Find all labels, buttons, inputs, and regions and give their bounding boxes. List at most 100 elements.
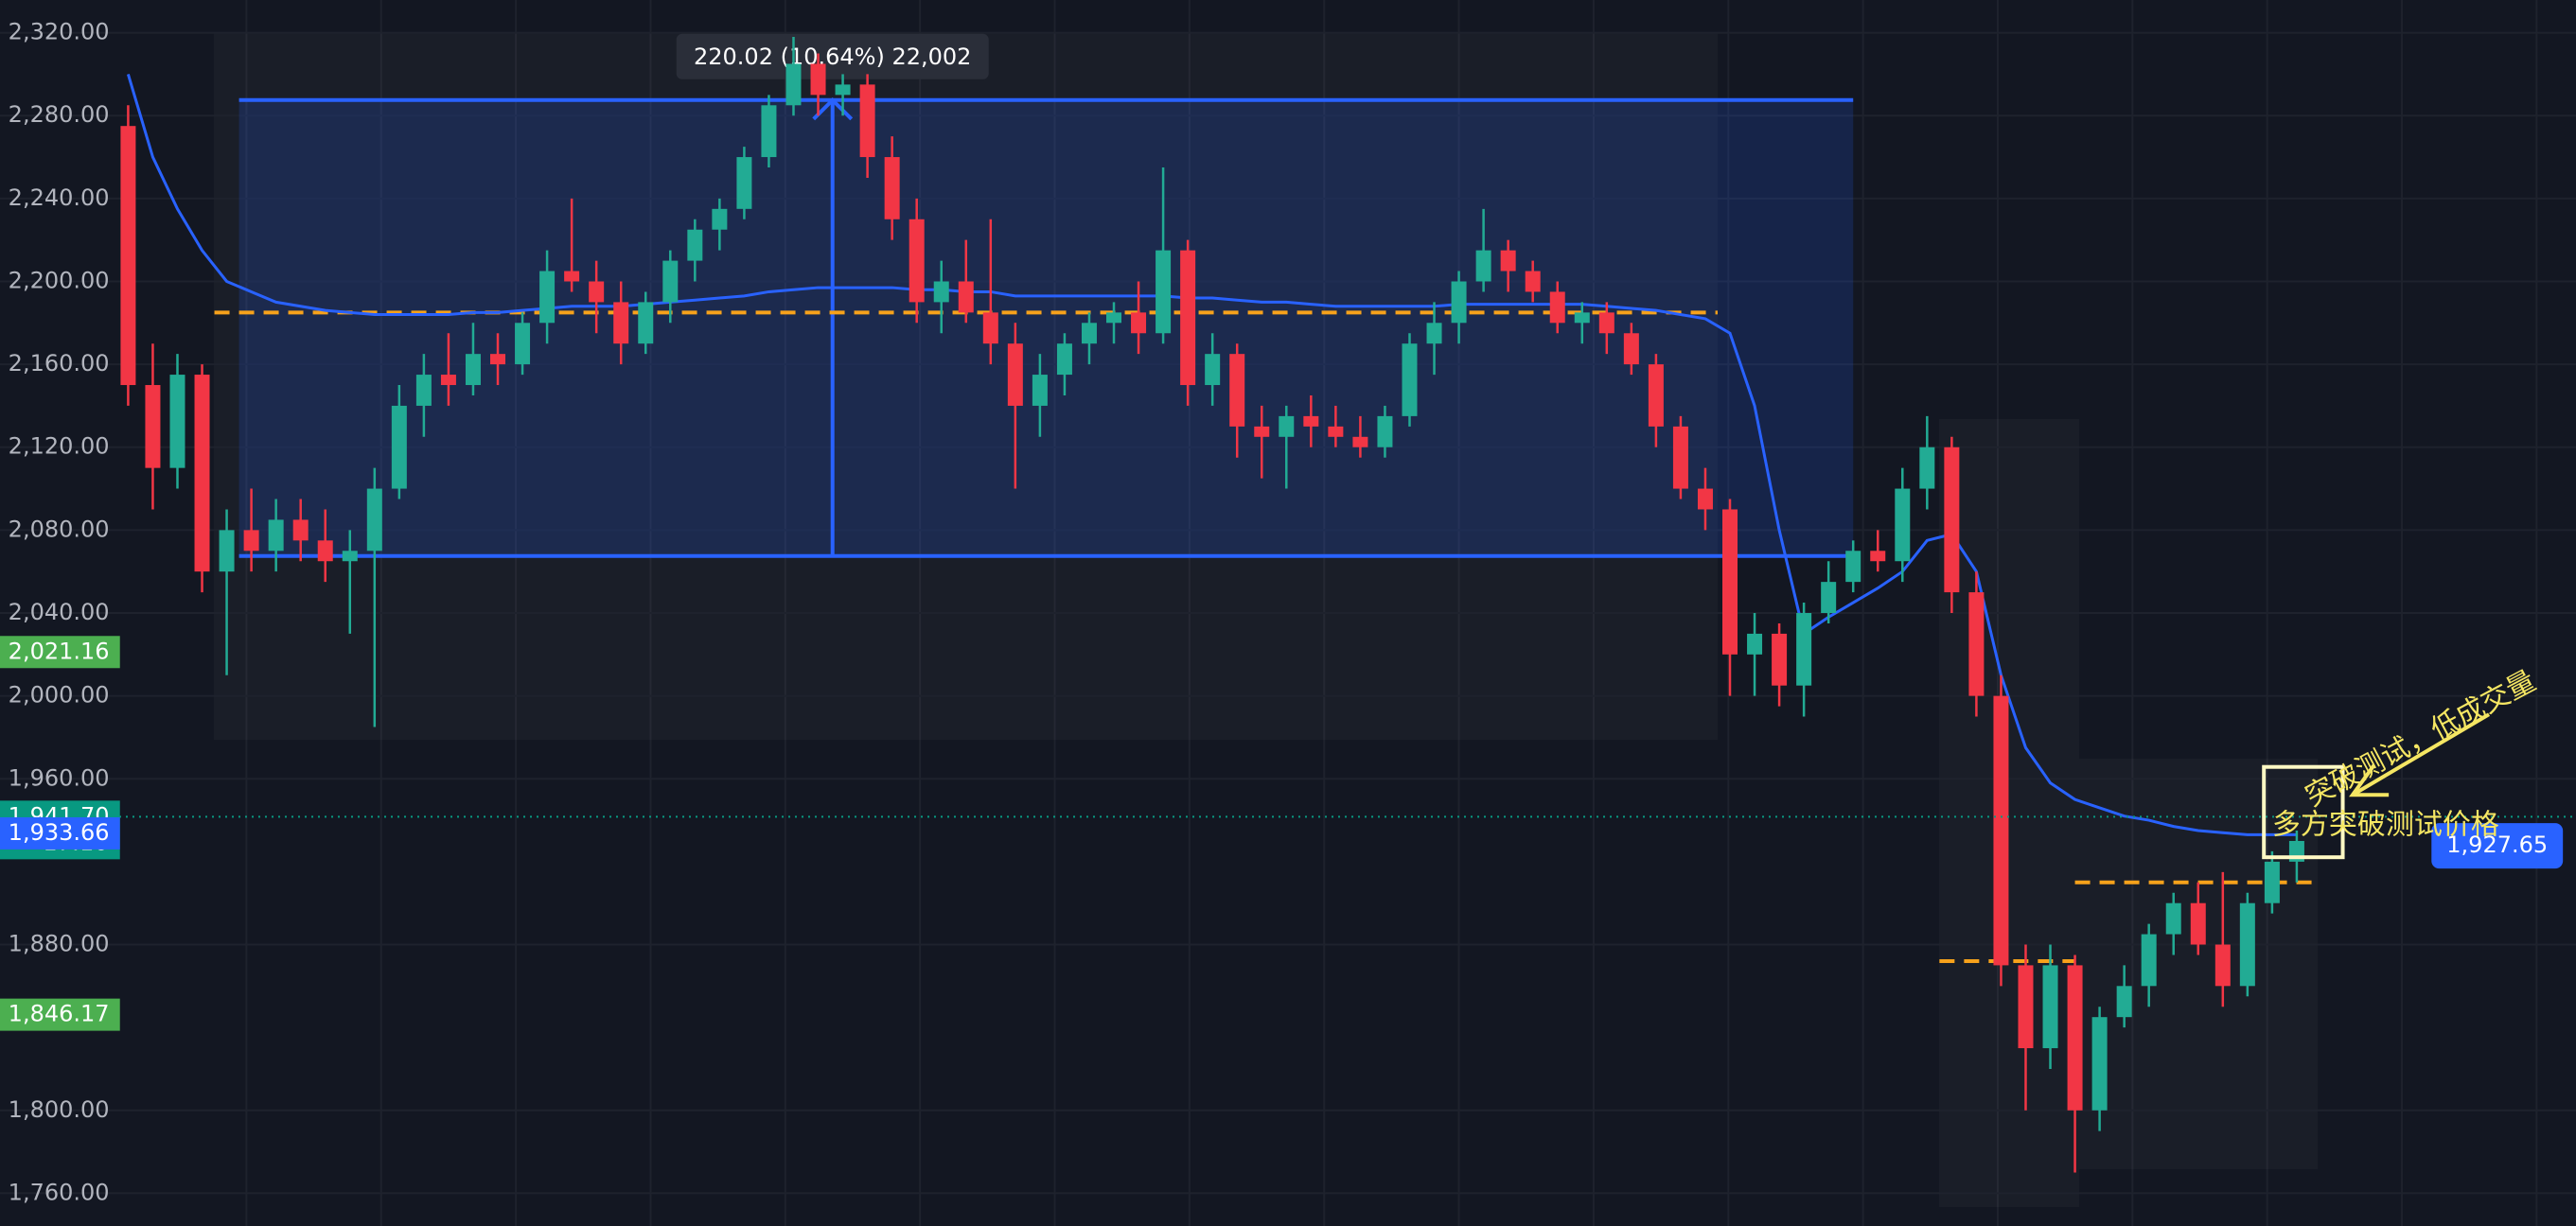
price-tag-label: 1,933.66 bbox=[9, 819, 110, 846]
annotation: 多方突破测试价格 bbox=[2272, 809, 2499, 842]
candle-body bbox=[2190, 902, 2206, 945]
candle-body bbox=[2239, 902, 2255, 987]
candle-body bbox=[2264, 861, 2280, 903]
price-tag bbox=[0, 636, 120, 669]
candle-body bbox=[1722, 509, 1738, 655]
candle-body bbox=[1870, 551, 1886, 562]
y-tick-label: 2,040.00 bbox=[9, 599, 110, 625]
candle-body bbox=[268, 519, 284, 552]
price-tag-label: 2,021.16 bbox=[9, 638, 110, 664]
candle-body bbox=[613, 302, 629, 344]
candle-body bbox=[1500, 250, 1516, 271]
candle-body bbox=[1993, 695, 2009, 966]
candle-body bbox=[1796, 613, 1812, 686]
candle-body bbox=[1303, 415, 1319, 427]
candle-body bbox=[1747, 633, 1763, 655]
candle-body bbox=[1279, 415, 1295, 437]
candle-body bbox=[391, 405, 407, 489]
candle-body bbox=[2116, 986, 2132, 1018]
candle-body bbox=[1377, 415, 1393, 447]
candle-body bbox=[1895, 488, 1911, 562]
candle-body bbox=[958, 281, 974, 313]
y-tick-label: 2,200.00 bbox=[9, 267, 110, 293]
price-tag bbox=[0, 998, 120, 1031]
price-tag bbox=[0, 816, 120, 849]
candle-body bbox=[1254, 426, 1270, 437]
candle-body bbox=[810, 63, 826, 96]
candle-body bbox=[712, 208, 728, 230]
candle-body bbox=[1402, 343, 1418, 416]
candle-body bbox=[539, 271, 556, 324]
candle-body bbox=[515, 323, 531, 365]
candle-body bbox=[1574, 312, 1590, 324]
candle-body bbox=[1968, 592, 1985, 696]
candle-body bbox=[2018, 965, 2034, 1049]
candle-body bbox=[219, 530, 235, 572]
y-tick-label: 2,120.00 bbox=[9, 433, 110, 460]
measure-label-box bbox=[676, 33, 989, 79]
candle-body bbox=[982, 312, 998, 344]
candle-body bbox=[835, 84, 851, 96]
y-tick-label: 1,960.00 bbox=[9, 764, 110, 791]
candle-body bbox=[2165, 902, 2181, 935]
candle-body bbox=[465, 354, 481, 386]
vwap-line bbox=[126, 73, 2297, 836]
candle-body bbox=[564, 271, 580, 282]
y-tick-label: 1,880.00 bbox=[9, 931, 110, 957]
candle-body bbox=[761, 105, 777, 158]
candle-body bbox=[2091, 1017, 2108, 1111]
candle-body bbox=[1919, 447, 1935, 489]
candle-body bbox=[2141, 934, 2157, 987]
candle-body bbox=[1648, 364, 1664, 427]
y-tick-label: 2,160.00 bbox=[9, 350, 110, 377]
candle-body bbox=[120, 126, 136, 386]
candle-body bbox=[1032, 375, 1048, 406]
candle-body bbox=[1772, 633, 1788, 686]
candle-body bbox=[1944, 447, 1960, 593]
y-tick-label: 2,240.00 bbox=[9, 184, 110, 211]
y-tick-label: 2,000.00 bbox=[9, 682, 110, 709]
candle-body bbox=[2042, 965, 2058, 1049]
candle-body bbox=[1525, 271, 1541, 292]
candle-body bbox=[145, 385, 161, 468]
candle-body bbox=[736, 157, 752, 209]
candle-body bbox=[933, 281, 949, 303]
candle-body bbox=[1205, 354, 1221, 386]
candle-body bbox=[2214, 944, 2231, 987]
annotation-arrowhead bbox=[2349, 763, 2390, 797]
candle-body bbox=[687, 229, 703, 261]
price-tag-label: 1,846.17 bbox=[9, 1001, 110, 1027]
measure-box bbox=[238, 99, 1854, 556]
candle-body bbox=[1475, 250, 1491, 282]
highlight-box bbox=[2262, 764, 2345, 860]
candle-body bbox=[243, 530, 259, 552]
candle-body bbox=[1451, 281, 1467, 324]
candle-body bbox=[1845, 551, 1861, 583]
candle-body bbox=[1697, 488, 1713, 510]
candle-body bbox=[440, 375, 456, 386]
y-tick-label: 1,760.00 bbox=[9, 1179, 110, 1205]
candle-body bbox=[292, 519, 309, 541]
candle-body bbox=[1821, 582, 1837, 613]
candle-body bbox=[366, 488, 382, 552]
candle-body bbox=[1056, 343, 1072, 376]
candle-body bbox=[342, 551, 358, 562]
candle-body bbox=[194, 375, 210, 572]
candle-body bbox=[859, 84, 875, 158]
candle-body bbox=[1007, 343, 1023, 406]
candle-body bbox=[1672, 426, 1688, 489]
candle-body bbox=[1549, 291, 1565, 324]
candle-body bbox=[785, 63, 802, 106]
candle-body bbox=[1598, 312, 1614, 334]
profile-zone bbox=[1939, 419, 2079, 1207]
candle-body bbox=[317, 540, 333, 562]
price-tag-right bbox=[2431, 823, 2564, 869]
candle-body bbox=[909, 219, 925, 303]
candle-body bbox=[415, 375, 432, 406]
candle-body bbox=[1623, 333, 1639, 365]
candle-body bbox=[1131, 312, 1147, 334]
candle-body bbox=[1229, 354, 1245, 427]
candle-body bbox=[1180, 250, 1196, 386]
